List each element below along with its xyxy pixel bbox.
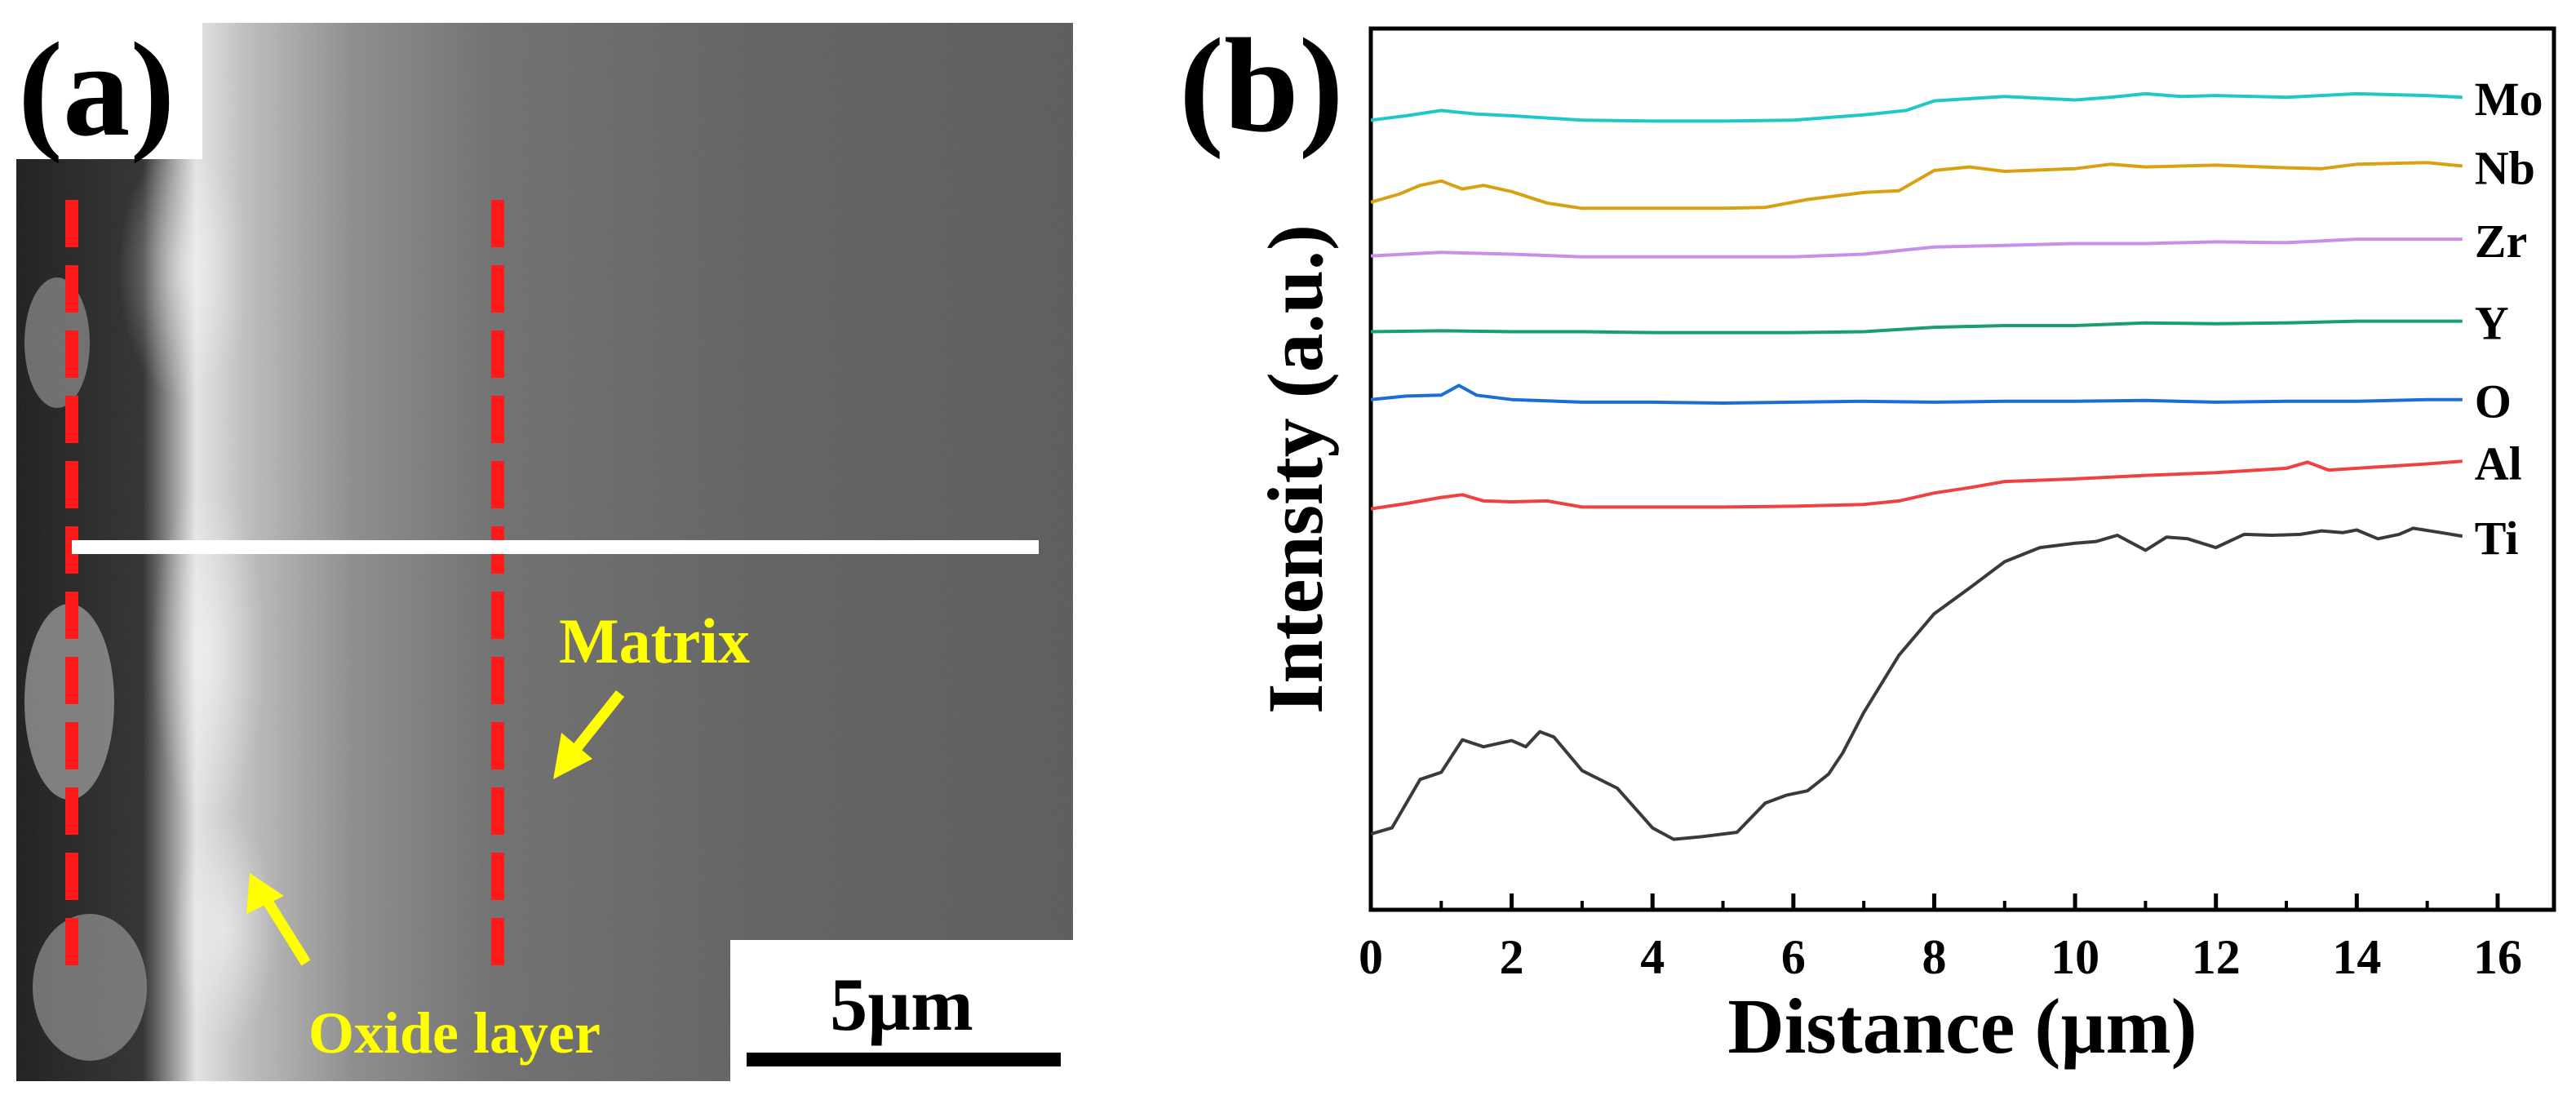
x-tick-label: 2 <box>1500 930 1524 984</box>
oxide-layer-arrowhead <box>246 873 284 914</box>
scale-bar-label: 5µm <box>830 963 973 1046</box>
matrix-annotation: Matrix <box>559 605 750 676</box>
series-line-zr <box>1370 237 2463 259</box>
line-scan-chart-panel: (b) Mo Nb Zr Y O Al Ti 0 2 4 6 8 10 12 14 16 Distance … <box>1085 0 2576 1104</box>
sem-image-panel: (a) Matrix Oxide layer 5µm <box>0 0 1085 1104</box>
sem-image: (a) Matrix Oxide layer 5µm <box>0 0 1085 1104</box>
line-scan-chart: (b) Mo Nb Zr YO Al Ti 0 2 4 6 8 10 12 14 16 Distance … <box>1179 11 2556 1070</box>
x-tick-label: 16 <box>2473 930 2522 984</box>
series-label-mo: Mo <box>2475 73 2543 126</box>
series-group <box>1370 91 2463 841</box>
x-tick-label: 8 <box>1922 930 1946 984</box>
x-tick-label: 6 <box>1781 930 1806 984</box>
y-axis-label: Intensity (a.u.) <box>1252 224 1339 714</box>
series-label-y: Y <box>2475 297 2509 350</box>
panel-a-label: (a) <box>18 15 175 164</box>
oxide-layer-arrow <box>260 894 311 966</box>
x-tick-label: 4 <box>1640 930 1665 984</box>
series-label-nb: Nb <box>2475 142 2535 195</box>
series-label-al: Al <box>2475 437 2522 490</box>
matrix-arrowhead <box>553 733 592 779</box>
panel-a-label-box <box>0 0 202 159</box>
series-line-al <box>1370 459 2463 511</box>
series-line-ti <box>1370 526 2463 841</box>
x-tick-label: 12 <box>2192 930 2241 984</box>
panel-b-label: (b) <box>1179 11 1344 160</box>
series-label-ti: Ti <box>2475 512 2519 565</box>
series-label-group: Mo Nb Zr YO Al Ti <box>2475 73 2543 565</box>
series-line-o <box>1370 384 2463 405</box>
x-tick-label: 0 <box>1359 930 1383 984</box>
series-label-zr: Zr <box>2475 215 2527 268</box>
x-tick-label: 10 <box>2051 930 2099 984</box>
oxide-layer-annotation: Oxide layer <box>308 1000 601 1066</box>
plot-area-frame <box>1368 26 2556 912</box>
matrix-arrow <box>565 689 625 761</box>
series-line-mo <box>1370 91 2463 123</box>
scale-bar <box>747 1053 1061 1066</box>
series-label-o: O <box>2475 375 2512 428</box>
x-axis-label: Distance (µm) <box>1727 982 2197 1070</box>
x-axis-ticks: 0 2 4 6 8 10 12 14 16 <box>1359 893 2522 984</box>
line-scan-path <box>72 540 1039 554</box>
series-line-y <box>1370 319 2463 335</box>
series-line-nb <box>1370 161 2463 211</box>
x-tick-label: 14 <box>2332 930 2381 984</box>
